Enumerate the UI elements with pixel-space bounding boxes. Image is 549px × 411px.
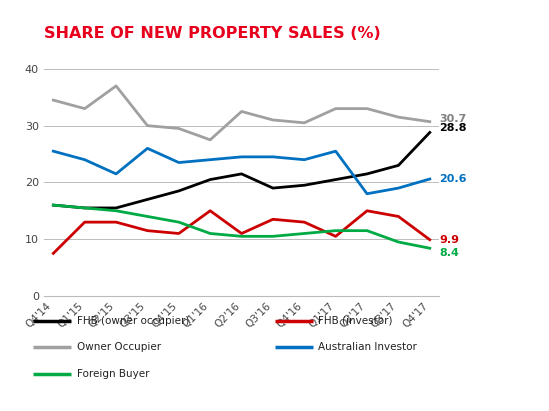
Text: 8.4: 8.4	[439, 248, 459, 258]
Text: 9.9: 9.9	[439, 235, 459, 245]
Text: Foreign Buyer: Foreign Buyer	[77, 369, 149, 379]
Text: FHB (owner occupier): FHB (owner occupier)	[77, 316, 189, 326]
Text: Owner Occupier: Owner Occupier	[77, 342, 161, 352]
Text: 30.7: 30.7	[439, 114, 467, 124]
Text: FHB (investor): FHB (investor)	[318, 316, 393, 326]
Text: Australian Investor: Australian Investor	[318, 342, 417, 352]
Text: 20.6: 20.6	[439, 174, 467, 184]
Text: 28.8: 28.8	[439, 123, 467, 133]
Text: SHARE OF NEW PROPERTY SALES (%): SHARE OF NEW PROPERTY SALES (%)	[44, 26, 380, 41]
